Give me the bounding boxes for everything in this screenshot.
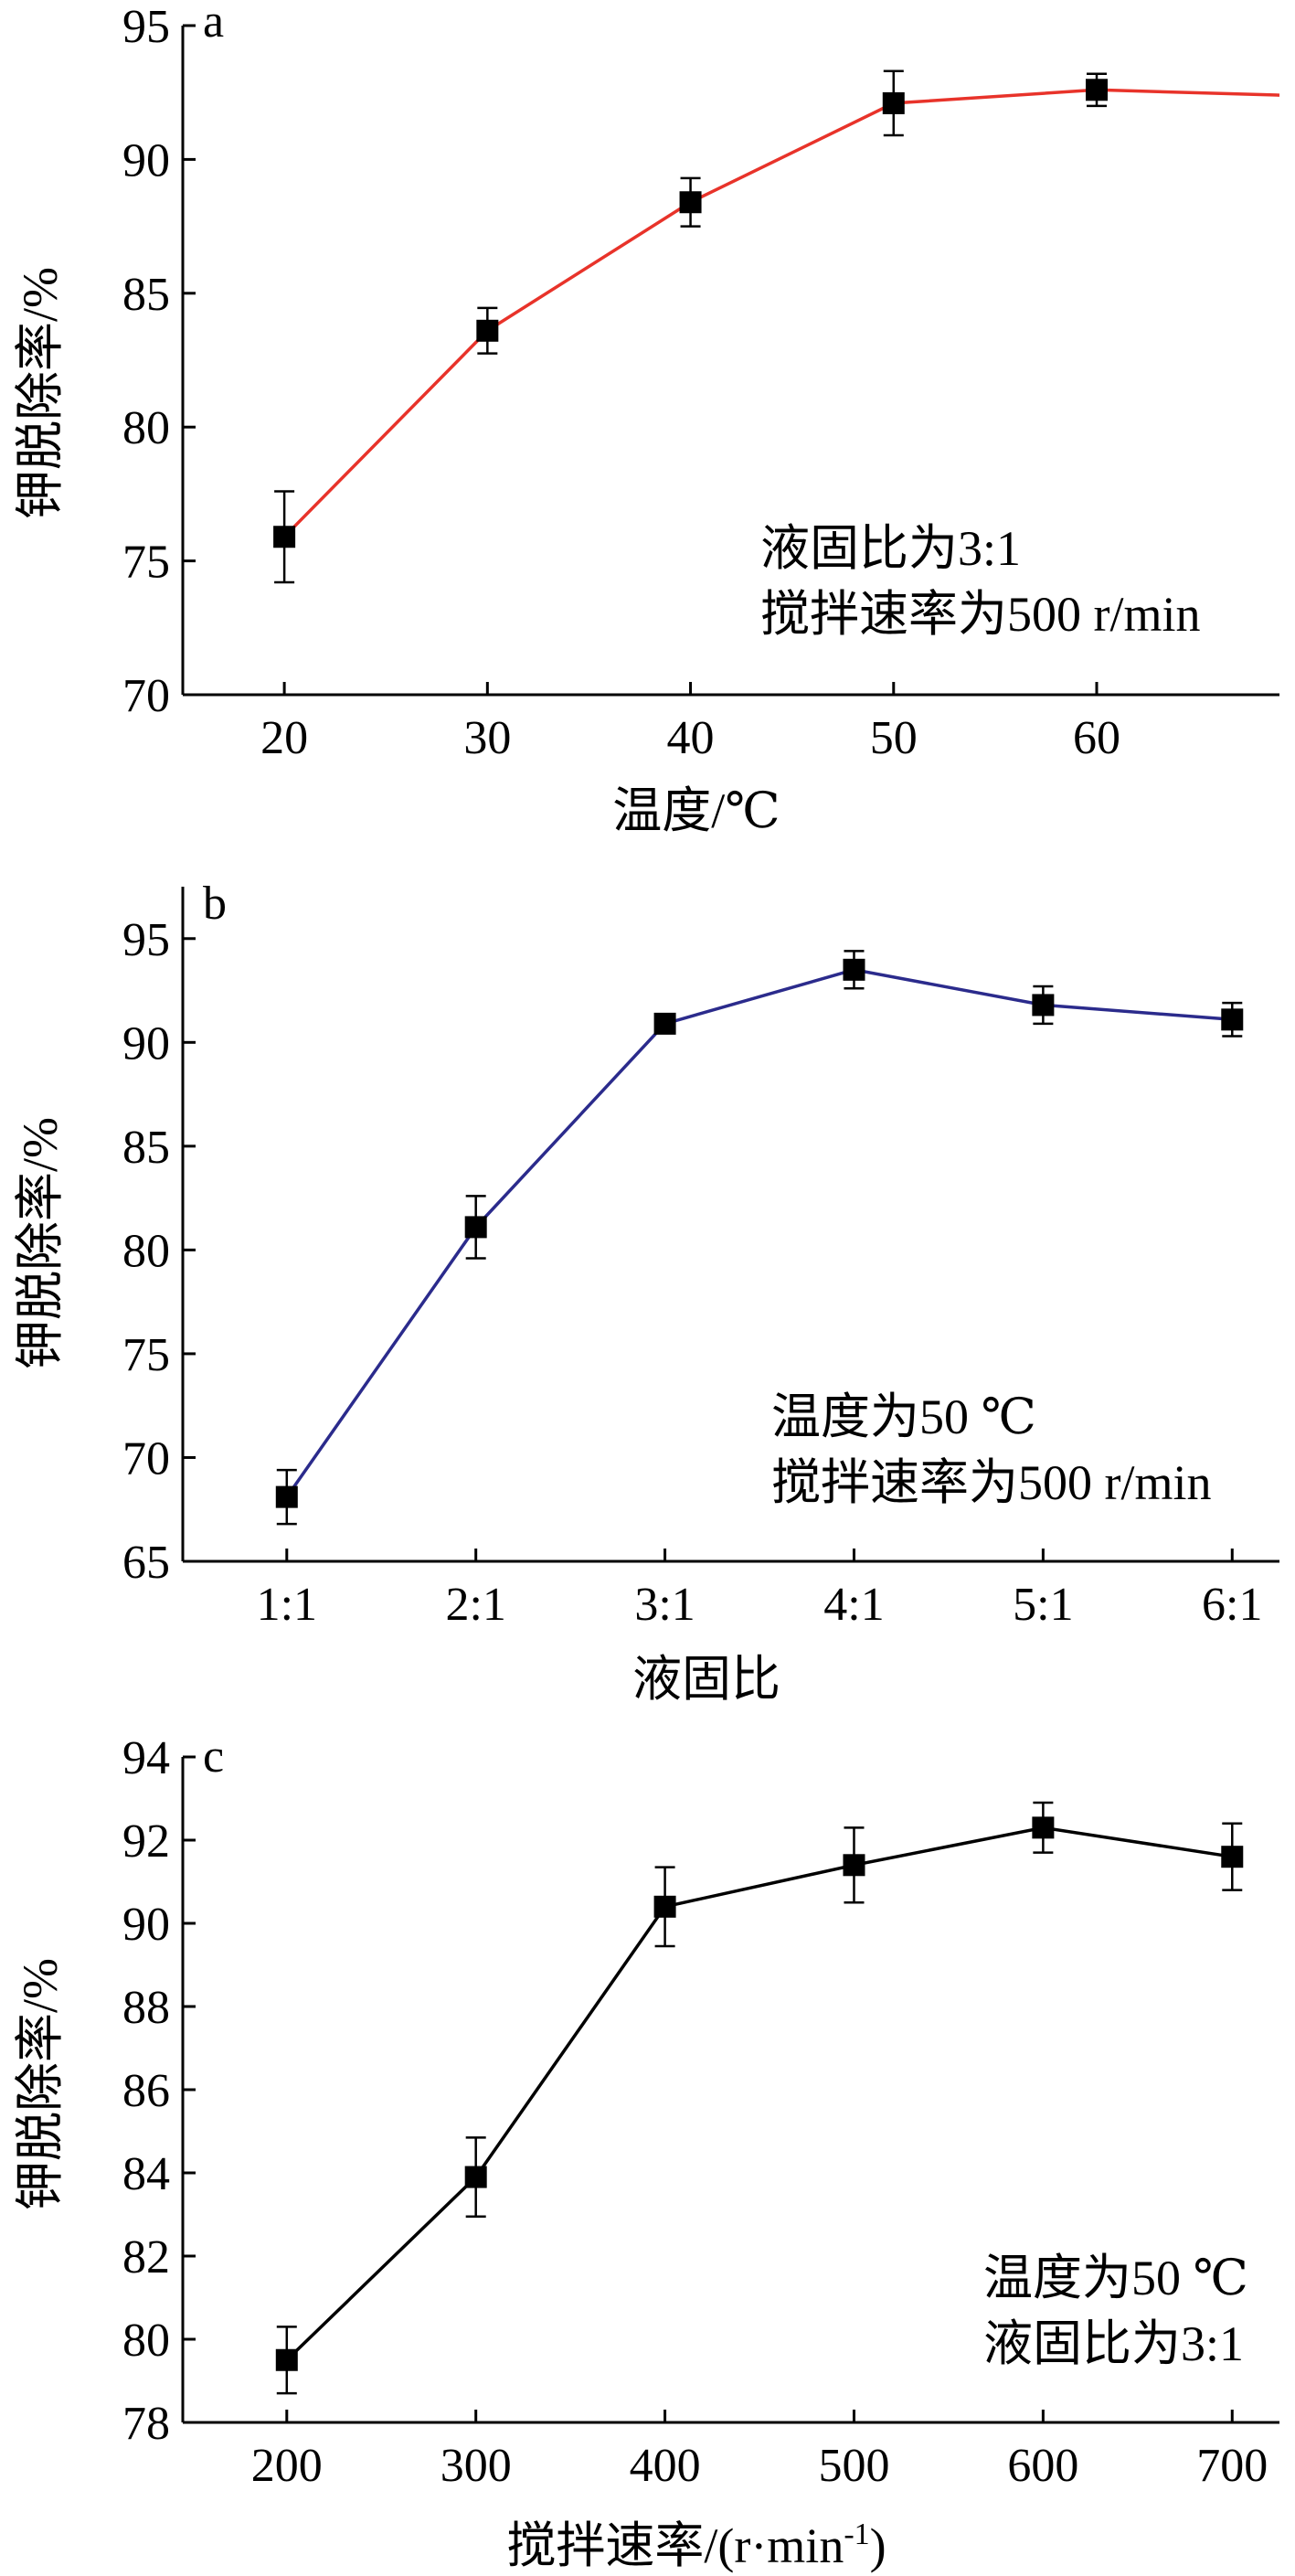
data-point-c xyxy=(1221,1846,1244,1868)
data-point-a xyxy=(476,319,499,342)
x-tick-label-c: 500 xyxy=(818,2440,889,2492)
x-tick-label-b: 1:1 xyxy=(257,1579,317,1631)
x-tick-label-a: 60 xyxy=(1073,712,1120,764)
x-axis-title-c-close: ) xyxy=(870,2518,886,2573)
y-tick-label-b: 70 xyxy=(122,1432,170,1485)
y-tick-label-c: 80 xyxy=(122,2315,170,2367)
y-tick-label-b: 95 xyxy=(122,914,170,966)
data-point-c xyxy=(1032,1816,1055,1839)
data-point-b xyxy=(464,1216,487,1239)
data-point-b xyxy=(275,1485,298,1508)
y-tick-label-c: 84 xyxy=(122,2148,170,2200)
x-tick-label-c: 400 xyxy=(630,2440,701,2492)
x-tick-label-c: 600 xyxy=(1007,2440,1078,2492)
panel-c: c 温度为50 ℃ 液固比为3:1 搅拌速率/(r·min-1) 钾脱除率/% … xyxy=(13,1730,1279,2573)
data-point-b xyxy=(843,958,865,981)
x-tick-label-c: 700 xyxy=(1196,2440,1268,2492)
y-axis-title-a: 钾脱除率/% xyxy=(13,267,68,519)
y-tick-label-c: 92 xyxy=(122,1815,170,1868)
y-axis-title-b: 钾脱除率/% xyxy=(13,1117,68,1369)
annotation-a-line-1: 液固比为3:1 xyxy=(760,521,1021,576)
y-tick-label-a: 85 xyxy=(122,269,170,321)
y-tick-label-c: 88 xyxy=(122,1982,170,2034)
x-tick-label-a: 30 xyxy=(463,712,511,764)
data-point-a xyxy=(273,526,296,548)
data-point-a xyxy=(679,191,702,214)
panel-a: a 液固比为3:1 搅拌速率为500 r/min 温度/℃ 钾脱除率/% 70 7… xyxy=(13,0,1280,838)
x-tick-label-c: 200 xyxy=(251,2440,323,2492)
x-tick-label-a: 40 xyxy=(667,712,715,764)
x-tick-label-a: 50 xyxy=(870,712,918,764)
x-tick-label-a: 20 xyxy=(260,712,308,764)
y-tick-label-b: 75 xyxy=(122,1329,170,1381)
y-tick-label-b: 65 xyxy=(122,1537,170,1589)
panel-letter-c: c xyxy=(203,1730,224,1783)
annotation-c-line-1: 温度为50 ℃ xyxy=(983,2251,1248,2305)
x-axis-title-b: 液固比 xyxy=(632,1652,780,1707)
annotation-a-line-2: 搅拌速率为500 r/min xyxy=(760,587,1201,642)
data-point-c xyxy=(653,1895,676,1918)
panel-letter-a: a xyxy=(203,0,224,48)
panel-letter-b: b xyxy=(203,878,227,930)
x-tick-label-b: 2:1 xyxy=(445,1579,505,1631)
data-point-b xyxy=(653,1012,676,1035)
annotation-c-line-2: 液固比为3:1 xyxy=(983,2316,1244,2371)
x-tick-label-b: 4:1 xyxy=(823,1579,884,1631)
y-tick-label-b: 80 xyxy=(122,1225,170,1277)
x-axis-title-c: 搅拌速率/(r·min-1) xyxy=(506,2517,886,2573)
y-axis-title-c: 钾脱除率/% xyxy=(13,1958,68,2210)
y-tick-label-c: 90 xyxy=(122,1899,170,1951)
data-point-c xyxy=(843,1854,865,1877)
data-point-a xyxy=(1086,79,1108,101)
y-tick-label-a: 70 xyxy=(122,670,170,722)
data-point-c xyxy=(464,2166,487,2188)
data-point-b xyxy=(1221,1008,1244,1031)
y-tick-label-c: 86 xyxy=(122,2065,170,2117)
data-point-a xyxy=(882,91,905,114)
y-tick-label-c: 94 xyxy=(122,1732,170,1784)
x-axis-title-a: 温度/℃ xyxy=(612,783,780,838)
panel-b: b 温度为50 ℃ 搅拌速率为500 r/min 液固比 钾脱除率/% 65 70… xyxy=(13,878,1279,1707)
y-tick-label-a: 90 xyxy=(122,134,170,186)
x-tick-label-b: 3:1 xyxy=(634,1579,695,1631)
y-tick-label-c: 82 xyxy=(122,2231,170,2283)
y-tick-label-a: 80 xyxy=(122,402,170,454)
y-tick-label-a: 95 xyxy=(122,1,170,53)
series-line-b xyxy=(285,968,1233,1498)
x-tick-label-c: 300 xyxy=(441,2440,512,2492)
y-tick-label-c: 78 xyxy=(122,2398,170,2450)
annotation-b-line-1: 温度为50 ℃ xyxy=(771,1389,1036,1444)
series-line-a xyxy=(282,88,1280,538)
data-point-c xyxy=(275,2348,298,2371)
x-axis-title-c-main: 搅拌速率/(r·min xyxy=(506,2518,844,2573)
y-tick-label-b: 85 xyxy=(122,1122,170,1174)
y-tick-label-b: 90 xyxy=(122,1017,170,1070)
x-axis-title-c-sup: -1 xyxy=(844,2517,869,2551)
data-point-b xyxy=(1032,994,1055,1017)
y-tick-label-a: 75 xyxy=(122,537,170,589)
x-tick-label-b: 6:1 xyxy=(1202,1579,1262,1631)
x-tick-label-b: 5:1 xyxy=(1013,1579,1073,1631)
annotation-b-line-2: 搅拌速率为500 r/min xyxy=(771,1455,1212,1510)
series-line-c xyxy=(285,1826,1233,2362)
